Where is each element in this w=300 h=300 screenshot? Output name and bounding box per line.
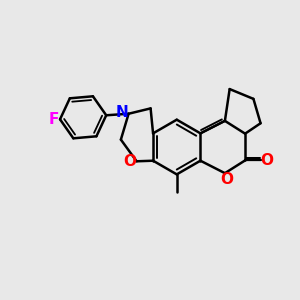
Text: O: O bbox=[123, 154, 136, 169]
Text: O: O bbox=[220, 172, 233, 187]
Text: O: O bbox=[260, 153, 273, 168]
Text: F: F bbox=[48, 112, 59, 127]
Text: N: N bbox=[116, 105, 128, 120]
